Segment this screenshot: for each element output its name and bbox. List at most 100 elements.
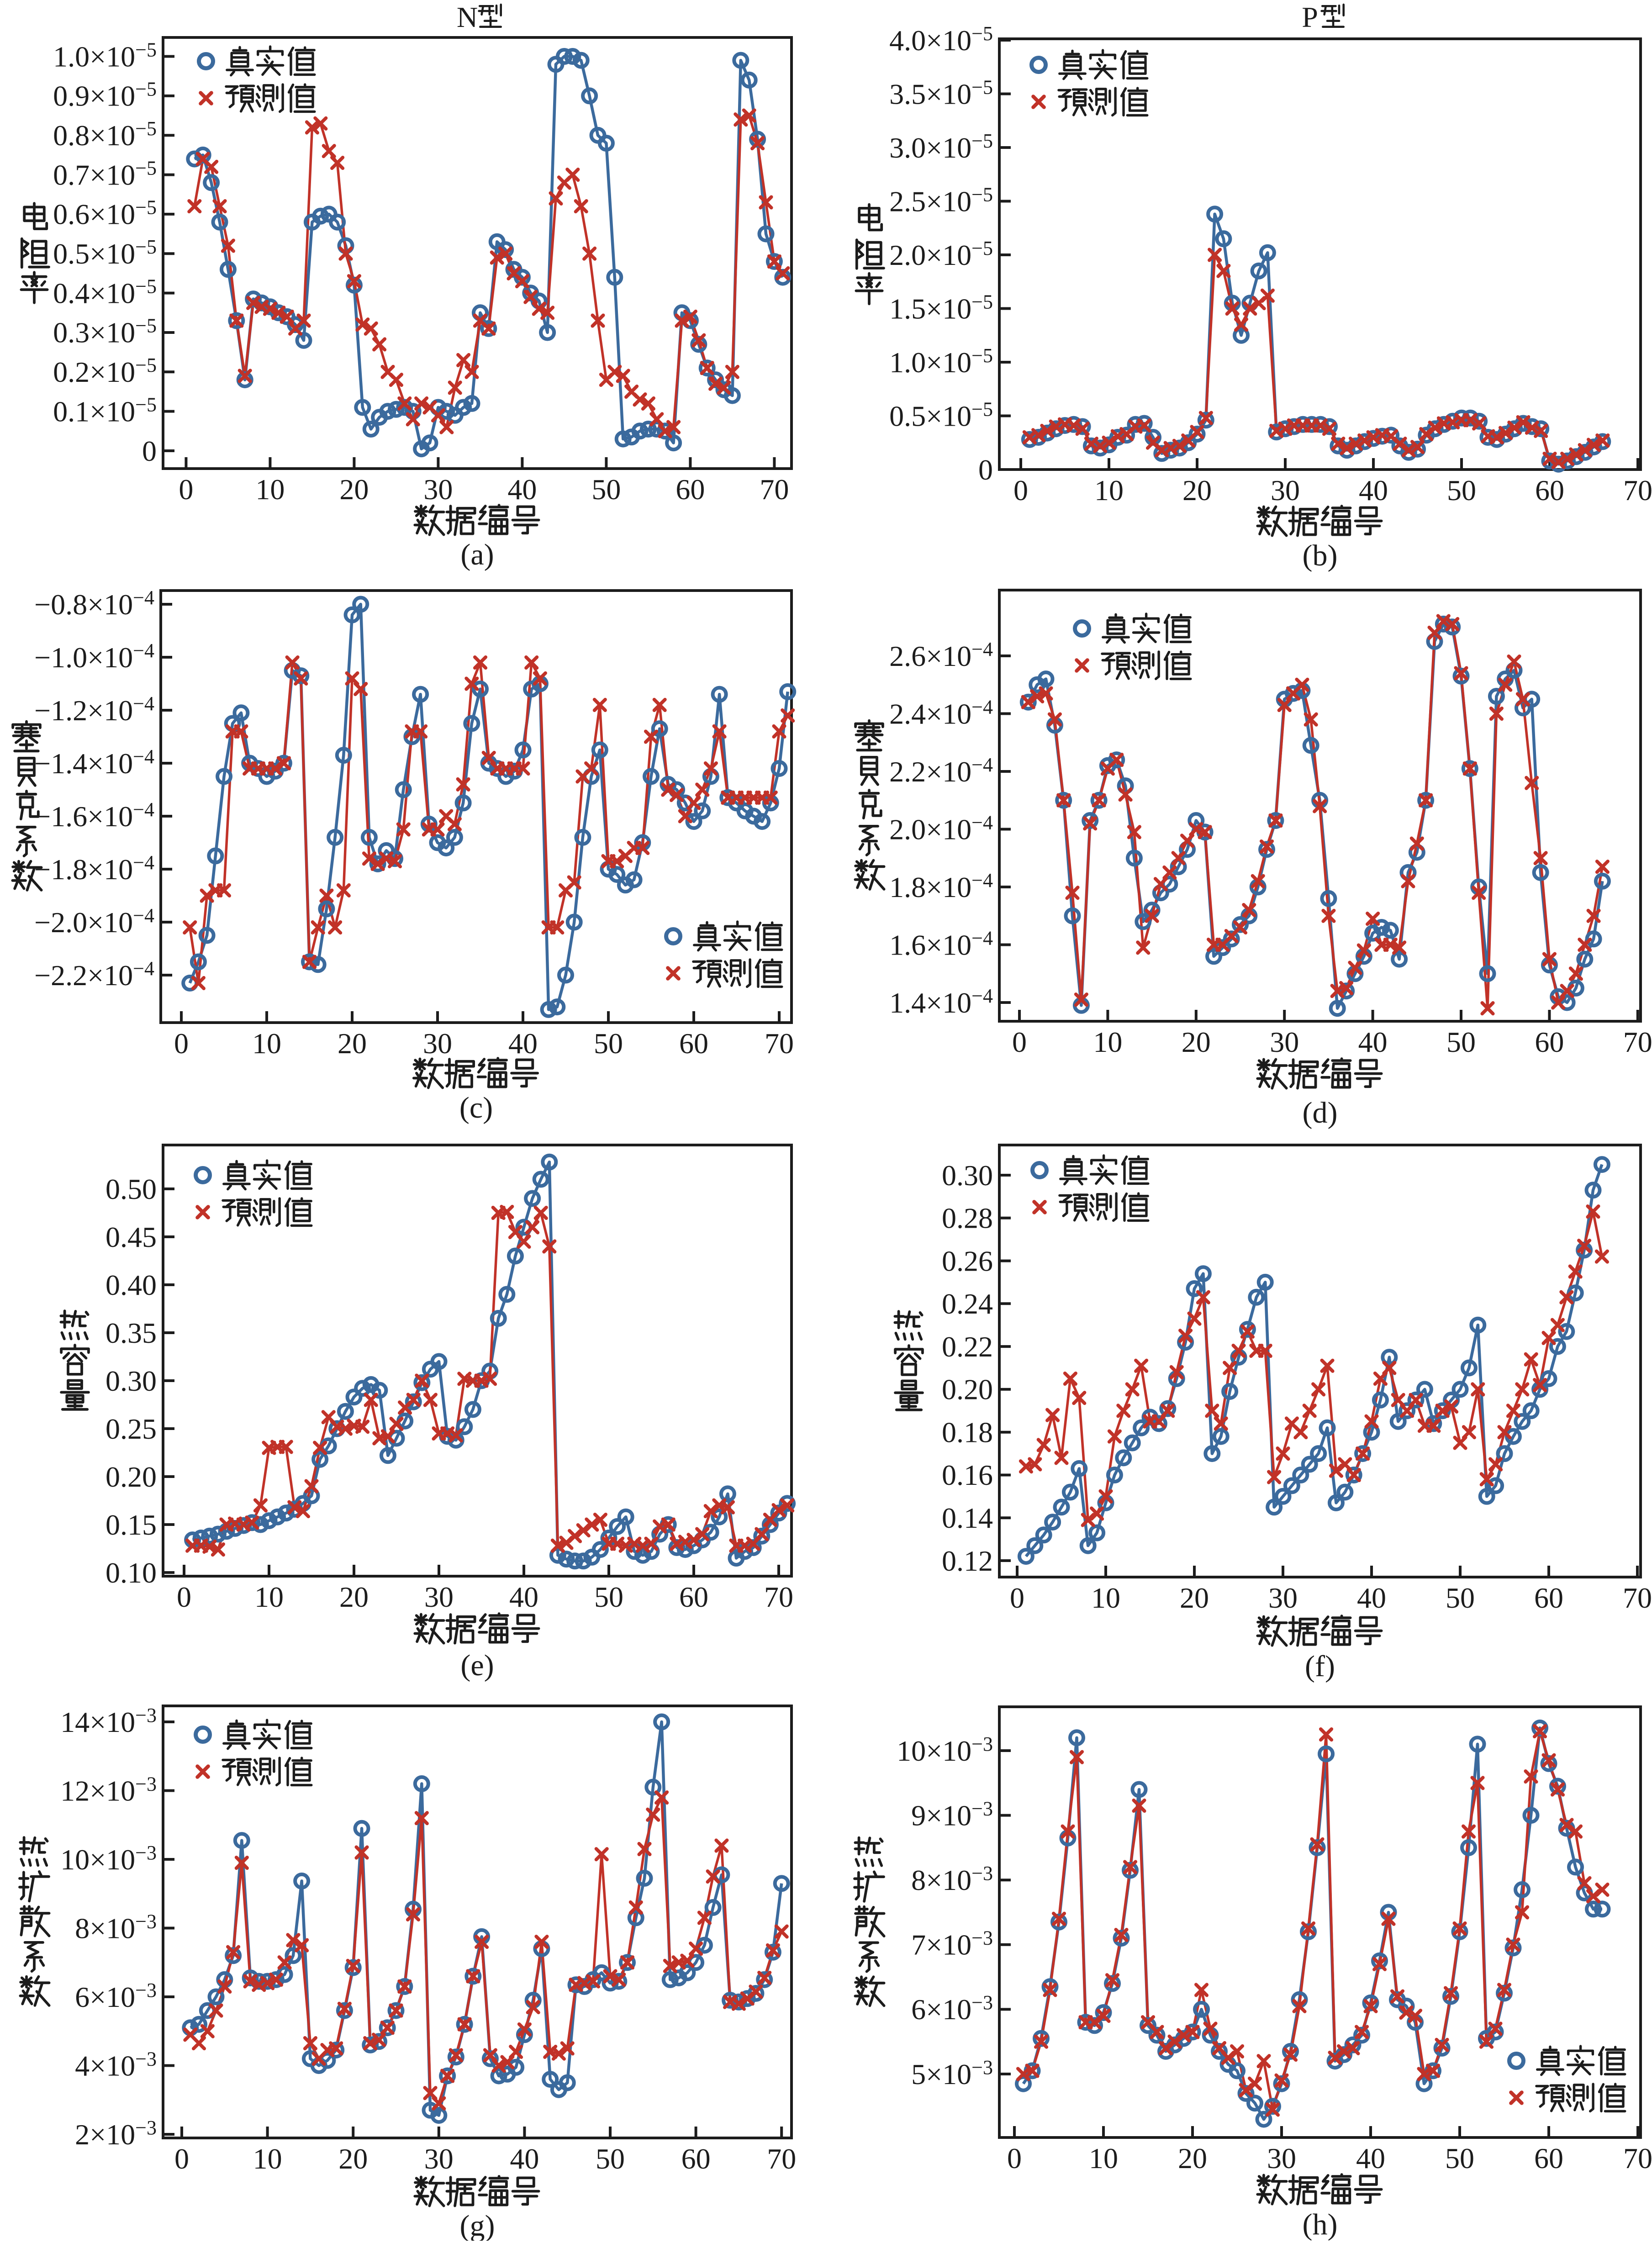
svg-text:0: 0 (177, 1581, 191, 1613)
svg-text:30: 30 (424, 1581, 454, 1613)
svg-text:0.28: 0.28 (942, 1202, 993, 1235)
svg-text:0.10: 0.10 (106, 1557, 157, 1589)
svg-text:30: 30 (1267, 2142, 1296, 2174)
svg-text:0.50: 0.50 (106, 1173, 157, 1205)
svg-text:N: N (457, 1, 478, 33)
svg-text:10: 10 (1094, 474, 1124, 507)
svg-text:10: 10 (254, 1581, 284, 1613)
svg-text:2.5×10−5: 2.5×10−5 (889, 183, 993, 217)
svg-text:(a): (a) (460, 538, 494, 571)
svg-text:0: 0 (1010, 1582, 1024, 1614)
svg-text:40: 40 (1357, 1582, 1386, 1614)
svg-text:0.20: 0.20 (942, 1373, 993, 1406)
svg-text:0.18: 0.18 (942, 1416, 993, 1448)
svg-text:60: 60 (1535, 474, 1564, 507)
svg-text:0.25: 0.25 (106, 1413, 157, 1445)
svg-text:30: 30 (424, 2143, 454, 2175)
svg-text:30: 30 (1268, 1582, 1298, 1614)
svg-text:0.8×10−5: 0.8×10−5 (53, 117, 157, 152)
svg-text:40: 40 (508, 1027, 538, 1060)
svg-text:50: 50 (1446, 1582, 1475, 1614)
svg-text:(g): (g) (460, 2209, 495, 2241)
svg-text:50: 50 (594, 1027, 623, 1060)
svg-text:0: 0 (1012, 1026, 1027, 1058)
svg-text:0: 0 (978, 454, 993, 486)
svg-text:40: 40 (1359, 474, 1388, 507)
svg-text:50: 50 (596, 2143, 625, 2175)
svg-text:0.9×10−5: 0.9×10−5 (53, 78, 157, 112)
svg-text:0.5×10−5: 0.5×10−5 (53, 236, 157, 270)
svg-text:20: 20 (338, 2143, 368, 2175)
svg-text:60: 60 (1534, 2142, 1563, 2174)
svg-text:(h): (h) (1303, 2208, 1338, 2241)
svg-text:0: 0 (174, 1027, 189, 1060)
svg-text:14×10−3: 14×10−3 (60, 1704, 157, 1738)
svg-text:70: 70 (1623, 1026, 1652, 1058)
svg-text:8×10−3: 8×10−3 (75, 1910, 157, 1944)
svg-text:(f): (f) (1305, 1650, 1335, 1683)
svg-text:0.26: 0.26 (942, 1245, 993, 1277)
svg-text:50: 50 (1446, 1026, 1476, 1058)
svg-text:7×10−3: 7×10−3 (911, 1927, 993, 1961)
svg-text:20: 20 (338, 1027, 367, 1060)
svg-text:30: 30 (1271, 474, 1300, 507)
svg-text:60: 60 (681, 2143, 711, 2175)
svg-text:0.30: 0.30 (942, 1159, 993, 1192)
svg-text:20: 20 (339, 473, 369, 506)
svg-text:50: 50 (1445, 2142, 1474, 2174)
svg-text:0.22: 0.22 (942, 1330, 993, 1363)
svg-text:30: 30 (1270, 1026, 1299, 1058)
svg-text:10: 10 (1091, 1582, 1120, 1614)
svg-text:70: 70 (767, 2143, 796, 2175)
svg-text:50: 50 (591, 473, 621, 506)
svg-text:(d): (d) (1303, 1096, 1338, 1129)
svg-text:70: 70 (760, 473, 789, 506)
svg-text:40: 40 (1356, 2142, 1385, 2174)
svg-text:70: 70 (1623, 474, 1652, 507)
svg-text:40: 40 (509, 1581, 538, 1613)
svg-text:0.45: 0.45 (106, 1221, 157, 1253)
svg-text:70: 70 (765, 1027, 794, 1060)
svg-text:0.40: 0.40 (106, 1269, 157, 1301)
svg-text:0: 0 (179, 473, 193, 506)
svg-text:60: 60 (679, 1581, 708, 1613)
svg-text:1.8×10−4: 1.8×10−4 (889, 869, 993, 903)
svg-text:0: 0 (1013, 474, 1028, 507)
svg-text:0.16: 0.16 (942, 1459, 993, 1491)
svg-text:20: 20 (1178, 2142, 1207, 2174)
svg-text:0.14: 0.14 (942, 1502, 993, 1534)
svg-text:40: 40 (507, 473, 537, 506)
svg-text:30: 30 (423, 1027, 452, 1060)
svg-text:0: 0 (174, 2143, 189, 2175)
svg-text:0.24: 0.24 (942, 1288, 993, 1320)
svg-text:60: 60 (1534, 1582, 1563, 1614)
svg-text:0.35: 0.35 (106, 1317, 157, 1349)
svg-text:40: 40 (1358, 1026, 1388, 1058)
svg-text:60: 60 (1535, 1026, 1564, 1058)
svg-text:50: 50 (1447, 474, 1476, 507)
svg-text:0.30: 0.30 (106, 1365, 157, 1397)
svg-text:0.12: 0.12 (942, 1545, 993, 1577)
svg-text:20: 20 (339, 1581, 369, 1613)
svg-text:50: 50 (594, 1581, 623, 1613)
svg-text:20: 20 (1182, 474, 1212, 507)
svg-text:70: 70 (764, 1581, 793, 1613)
svg-text:10: 10 (252, 1027, 281, 1060)
svg-text:60: 60 (676, 473, 705, 506)
svg-text:0.15: 0.15 (106, 1509, 157, 1541)
svg-text:40: 40 (510, 2143, 539, 2175)
svg-text:0: 0 (1007, 2142, 1022, 2174)
svg-text:30: 30 (423, 473, 453, 506)
svg-text:10: 10 (1089, 2142, 1118, 2174)
svg-text:10: 10 (253, 2143, 282, 2175)
svg-text:60: 60 (679, 1027, 708, 1060)
svg-text:P: P (1302, 1, 1318, 33)
svg-text:20: 20 (1180, 1582, 1209, 1614)
svg-text:70: 70 (1623, 1582, 1652, 1614)
svg-text:0: 0 (142, 435, 157, 467)
svg-text:0.20: 0.20 (106, 1461, 157, 1493)
svg-text:20: 20 (1182, 1026, 1211, 1058)
svg-text:10: 10 (1093, 1026, 1122, 1058)
svg-text:70: 70 (1623, 2142, 1652, 2174)
svg-text:10: 10 (255, 473, 285, 506)
